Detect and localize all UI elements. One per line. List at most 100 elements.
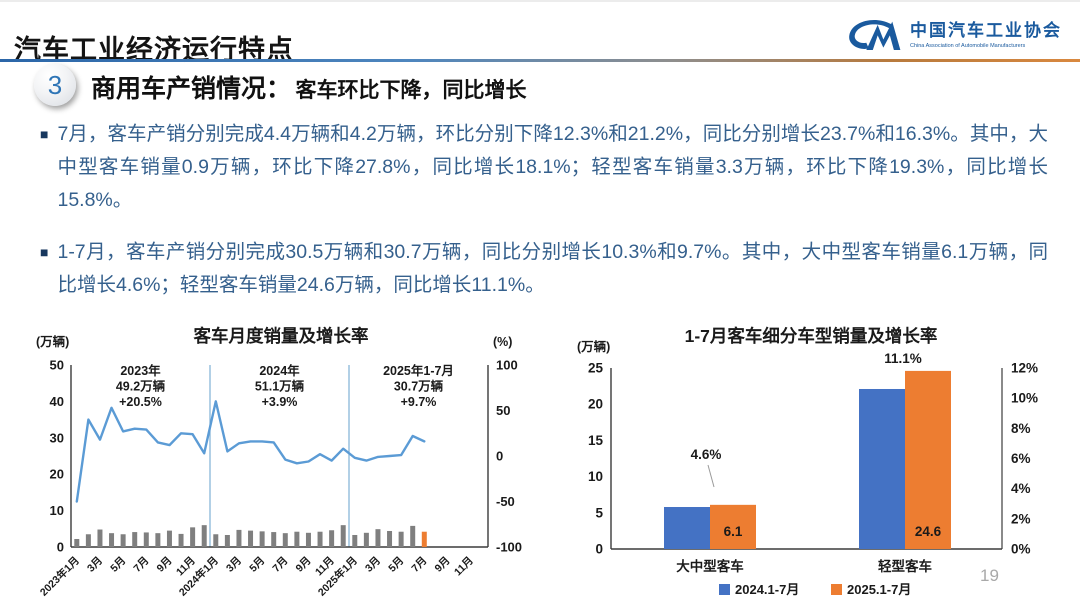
left-axis-tick-label: 5 (595, 505, 603, 520)
left-axis-tick-label: 0 (595, 542, 603, 557)
x-axis-tick-label: 9月 (294, 555, 314, 575)
period-total-annotation: +20.5% (119, 395, 162, 409)
bullet-text: 1-7月，客车产销分别完成30.5万辆和30.7万辆，同比分别增长10.3%和9… (57, 241, 1048, 296)
right-axis-tick-label: -100 (496, 540, 522, 555)
monthly-sales-chart: 客车月度销量及增长率 (万辆) (%) 0 10 20 30 40 50 -100 -50 0 50 10… (30, 318, 535, 610)
right-axis-tick-label: 0% (1011, 542, 1031, 557)
page-number: 19 (980, 566, 999, 585)
monthly-sales-bar (317, 531, 323, 547)
bullet-square-icon: ■ (40, 244, 49, 260)
right-axis-tick-label: 0 (496, 449, 503, 464)
caam-logo-icon (842, 11, 902, 60)
left-axis-tick-label: 10 (588, 469, 603, 484)
x-axis-tick-label: 7月 (409, 555, 429, 575)
monthly-sales-bar (85, 534, 91, 547)
left-axis-unit-label: (万辆) (577, 339, 610, 354)
segment-sales-chart-canvas: 1-7月客车细分车型销量及增长率 (万辆) 0 5 10 15 20 25 0% 2% 4% 6% 8%… (577, 326, 1038, 597)
bullet-item: ■ 1-7月，客车产销分别完成30.5万辆和30.7万辆，同比分别增长10.3%… (40, 236, 1048, 302)
x-axis-tick-label: 3月 (363, 555, 383, 575)
x-axis-tick-label: 3月 (85, 555, 105, 575)
period-total-annotation: +9.7% (401, 395, 437, 409)
right-axis-tick-label: 2% (1011, 511, 1031, 526)
right-axis-unit-label: (%) (493, 335, 512, 349)
period-total-annotation: 2025年1-7月 (383, 363, 454, 378)
bar-value-label: 24.6 (915, 524, 942, 539)
period-total-annotation: 30.7万辆 (394, 379, 444, 394)
monthly-sales-bar (340, 525, 346, 547)
monthly-sales-bar (410, 525, 416, 547)
x-axis-tick-label: 7月 (270, 555, 290, 575)
monthly-sales-bar (329, 530, 335, 547)
left-axis-unit-label: (万辆) (36, 334, 69, 349)
monthly-sales-bar (201, 525, 207, 547)
monthly-sales-bar (387, 530, 393, 547)
logo-name-en: China Association of Automobile Manufact… (910, 42, 1026, 49)
monthly-sales-bar (143, 532, 149, 547)
growth-rate-line (75, 400, 426, 503)
growth-rate-annotation: 4.6% (691, 447, 722, 462)
monthly-sales-bar (120, 534, 126, 547)
monthly-sales-bar (375, 529, 381, 547)
left-axis-tick-label: 20 (588, 397, 603, 412)
section-title-main: 商用车产销情况： (91, 75, 292, 103)
bullet-text: 7月，客车产销分别完成4.4万辆和4.2万辆，环比分别下降12.3%和21.2%… (57, 123, 1048, 211)
segment-value-bar (859, 388, 905, 549)
monthly-sales-bar (398, 531, 404, 547)
monthly-sales-bar (236, 529, 242, 547)
right-axis-tick-label: 100 (496, 358, 518, 373)
left-axis-tick-label: 50 (50, 358, 64, 373)
monthly-sales-bar (97, 529, 103, 547)
chart-title: 客车月度销量及增长率 (193, 326, 369, 346)
period-total-annotation: +3.9% (262, 395, 298, 409)
section-title-sub: 客车环比下降，同比增长 (295, 79, 527, 102)
monthly-sales-bar (363, 532, 369, 547)
legend-label: 2025.1-7月 (847, 582, 911, 597)
monthly-sales-bar (248, 530, 254, 547)
period-total-annotation: 49.2万辆 (116, 379, 166, 394)
left-axis-tick-label: 0 (57, 540, 64, 555)
annotation-leader-line (707, 464, 715, 488)
x-axis-tick-label: 9月 (433, 555, 453, 575)
x-axis-tick-label: 5月 (108, 555, 128, 575)
monthly-sales-bar (294, 531, 300, 547)
left-axis-tick-label: 30 (50, 430, 64, 445)
segment-sales-chart: 1-7月客车细分车型销量及增长率 (万辆) 0 5 10 15 20 25 0% 2% 4% 6% 8%… (573, 318, 1053, 610)
right-axis-tick-label: 6% (1011, 451, 1031, 466)
left-axis-tick-label: 10 (50, 503, 64, 518)
x-axis-tick-label: 5月 (247, 555, 267, 575)
segment-value-bar (664, 507, 710, 549)
right-axis-tick-label: 12% (1011, 361, 1038, 376)
chart-title: 1-7月客车细分车型销量及增长率 (685, 326, 938, 346)
period-total-annotation: 2024年 (259, 363, 300, 378)
monthly-sales-bar (271, 532, 277, 547)
left-axis-tick-label: 20 (50, 467, 64, 482)
monthly-sales-bar (155, 533, 161, 547)
section-number-badge: 3 (34, 64, 76, 106)
right-axis-tick-label: 50 (496, 403, 510, 418)
x-axis-tick-label: 3月 (224, 555, 244, 575)
section-title: 商用车产销情况： 客车环比下降，同比增长 (91, 65, 526, 105)
monthly-sales-bar (132, 532, 138, 547)
monthly-sales-bar (421, 531, 427, 547)
monthly-sales-bar (282, 533, 288, 547)
monthly-sales-bar (166, 530, 172, 547)
legend-label: 2024.1-7月 (735, 582, 799, 597)
growth-rate-annotation: 11.1% (884, 351, 922, 366)
monthly-sales-bar (178, 533, 184, 547)
category-label: 大中型客车 (676, 558, 744, 574)
monthly-sales-bar (74, 538, 80, 547)
left-axis-tick-label: 15 (588, 433, 604, 448)
segment-value-bar (905, 370, 951, 549)
x-axis-tick-label: 2023年1月 (37, 554, 82, 599)
category-label: 轻型客车 (878, 558, 932, 574)
logo-name-cn: 中国汽车工业协会 (910, 21, 1062, 41)
monthly-sales-bar (190, 527, 196, 547)
monthly-sales-bar (213, 534, 219, 547)
header-divider (0, 59, 1080, 62)
bar-value-label: 6.1 (724, 524, 743, 539)
monthly-sales-bar (259, 531, 265, 547)
monthly-sales-bar (224, 534, 230, 547)
x-axis-tick-label: 5月 (386, 555, 406, 575)
right-axis-tick-label: 10% (1011, 391, 1038, 406)
